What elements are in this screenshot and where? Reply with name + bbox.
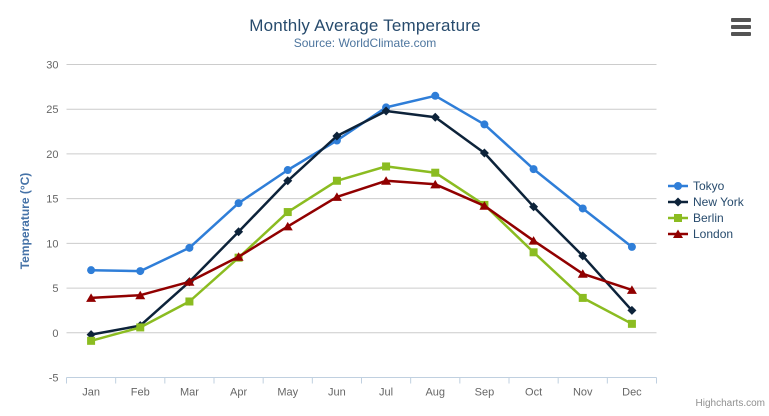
data-point[interactable] bbox=[381, 106, 391, 116]
series-new-york bbox=[86, 106, 637, 340]
data-point[interactable] bbox=[86, 293, 97, 302]
data-point[interactable] bbox=[529, 165, 538, 174]
data-point[interactable] bbox=[529, 202, 539, 212]
circle-marker-icon bbox=[668, 182, 688, 190]
data-point[interactable] bbox=[331, 192, 342, 201]
data-point[interactable] bbox=[529, 248, 538, 257]
x-axis-label: Jun bbox=[328, 387, 346, 399]
data-point[interactable] bbox=[627, 319, 636, 328]
data-point[interactable] bbox=[234, 199, 243, 208]
series-london bbox=[86, 176, 637, 302]
data-point[interactable] bbox=[430, 112, 440, 122]
data-point[interactable] bbox=[627, 305, 637, 315]
gridlines bbox=[66, 64, 657, 378]
y-axis-label: 15 bbox=[46, 194, 58, 206]
series-line bbox=[89, 179, 634, 300]
data-point[interactable] bbox=[577, 269, 588, 278]
series-tokyo bbox=[87, 91, 636, 276]
y-axis-label: 30 bbox=[46, 60, 58, 72]
y-axis-label: 20 bbox=[46, 149, 58, 161]
data-point[interactable] bbox=[185, 243, 194, 252]
data-point[interactable] bbox=[184, 277, 195, 286]
data-point[interactable] bbox=[578, 251, 588, 261]
data-point bbox=[674, 182, 682, 190]
series-group bbox=[86, 91, 637, 345]
y-axis-label: 5 bbox=[52, 283, 58, 295]
data-point[interactable] bbox=[86, 330, 96, 340]
x-axis-label: Apr bbox=[230, 387, 247, 399]
x-axis-label: Jul bbox=[379, 387, 393, 399]
data-point bbox=[673, 197, 683, 207]
data-point[interactable] bbox=[332, 131, 342, 141]
series-line bbox=[89, 109, 634, 336]
x-axis-label: May bbox=[277, 387, 298, 399]
legend-label: New York bbox=[693, 195, 744, 209]
legend-label: Tokyo bbox=[693, 179, 725, 193]
legend-label: Berlin bbox=[693, 211, 724, 225]
data-point[interactable] bbox=[136, 267, 145, 276]
hamburger-icon bbox=[731, 18, 751, 22]
data-point[interactable] bbox=[87, 336, 96, 345]
x-axis-label: Oct bbox=[525, 387, 542, 399]
data-point[interactable] bbox=[234, 227, 244, 237]
y-axis-title: Temperature (°C) bbox=[18, 173, 32, 270]
x-axis-label: Dec bbox=[622, 387, 642, 399]
data-point[interactable] bbox=[431, 91, 440, 100]
credits-link[interactable]: Highcharts.com bbox=[695, 398, 765, 409]
legend-item-london[interactable]: London bbox=[668, 226, 744, 242]
y-axis-label: -5 bbox=[49, 373, 59, 385]
diamond-marker-icon bbox=[668, 197, 688, 207]
data-point[interactable] bbox=[283, 166, 292, 175]
data-point[interactable] bbox=[479, 201, 490, 210]
legend: Tokyo New York Berlin London bbox=[668, 178, 744, 242]
data-point[interactable] bbox=[135, 290, 146, 300]
x-axis-label: Nov bbox=[573, 387, 593, 399]
triangle-marker-icon bbox=[668, 229, 688, 238]
series-line bbox=[89, 94, 634, 273]
data-point[interactable] bbox=[430, 179, 441, 189]
legend-item-new-york[interactable]: New York bbox=[668, 194, 744, 210]
data-point bbox=[673, 229, 683, 238]
data-point[interactable] bbox=[480, 120, 489, 129]
data-point[interactable] bbox=[431, 168, 440, 177]
data-point[interactable] bbox=[282, 221, 293, 231]
x-axis-label: Jan bbox=[82, 387, 100, 399]
data-point[interactable] bbox=[528, 236, 539, 245]
y-axis-label: 25 bbox=[46, 104, 58, 116]
legend-label: London bbox=[693, 227, 734, 241]
data-point[interactable] bbox=[479, 148, 489, 158]
axes: -5 0 5 10 15 20 25 30 Jan Feb Mar Apr May Jun Jul Aug Se… bbox=[46, 60, 657, 399]
hamburger-icon bbox=[731, 25, 751, 29]
hamburger-icon bbox=[731, 32, 751, 36]
square-marker-icon bbox=[668, 214, 688, 222]
chart-subtitle: Source: WorldClimate.com bbox=[293, 36, 437, 50]
data-point[interactable] bbox=[136, 323, 145, 332]
data-point[interactable] bbox=[185, 297, 194, 306]
data-point[interactable] bbox=[382, 162, 391, 171]
data-point[interactable] bbox=[87, 266, 96, 275]
data-point[interactable] bbox=[578, 204, 587, 213]
data-point[interactable] bbox=[626, 285, 637, 294]
legend-item-tokyo[interactable]: Tokyo bbox=[668, 178, 744, 194]
x-axis-label: Feb bbox=[131, 387, 150, 399]
series-line bbox=[89, 165, 634, 343]
legend-item-berlin[interactable]: Berlin bbox=[668, 210, 744, 226]
export-menu-button[interactable] bbox=[731, 18, 751, 39]
data-point[interactable] bbox=[578, 293, 587, 302]
data-point[interactable] bbox=[381, 176, 392, 185]
data-point[interactable] bbox=[233, 252, 244, 261]
y-axis-label: 0 bbox=[52, 328, 58, 340]
x-axis-label: Mar bbox=[180, 387, 199, 399]
data-point bbox=[674, 214, 682, 222]
data-point[interactable] bbox=[627, 242, 636, 251]
data-point[interactable] bbox=[283, 176, 293, 186]
data-point[interactable] bbox=[283, 208, 292, 217]
chart-title: Monthly Average Temperature bbox=[249, 16, 481, 35]
x-axis-label: Sep bbox=[475, 387, 495, 399]
x-axis-label: Aug bbox=[425, 387, 445, 399]
y-axis-label: 10 bbox=[46, 238, 58, 250]
data-point[interactable] bbox=[332, 176, 341, 185]
